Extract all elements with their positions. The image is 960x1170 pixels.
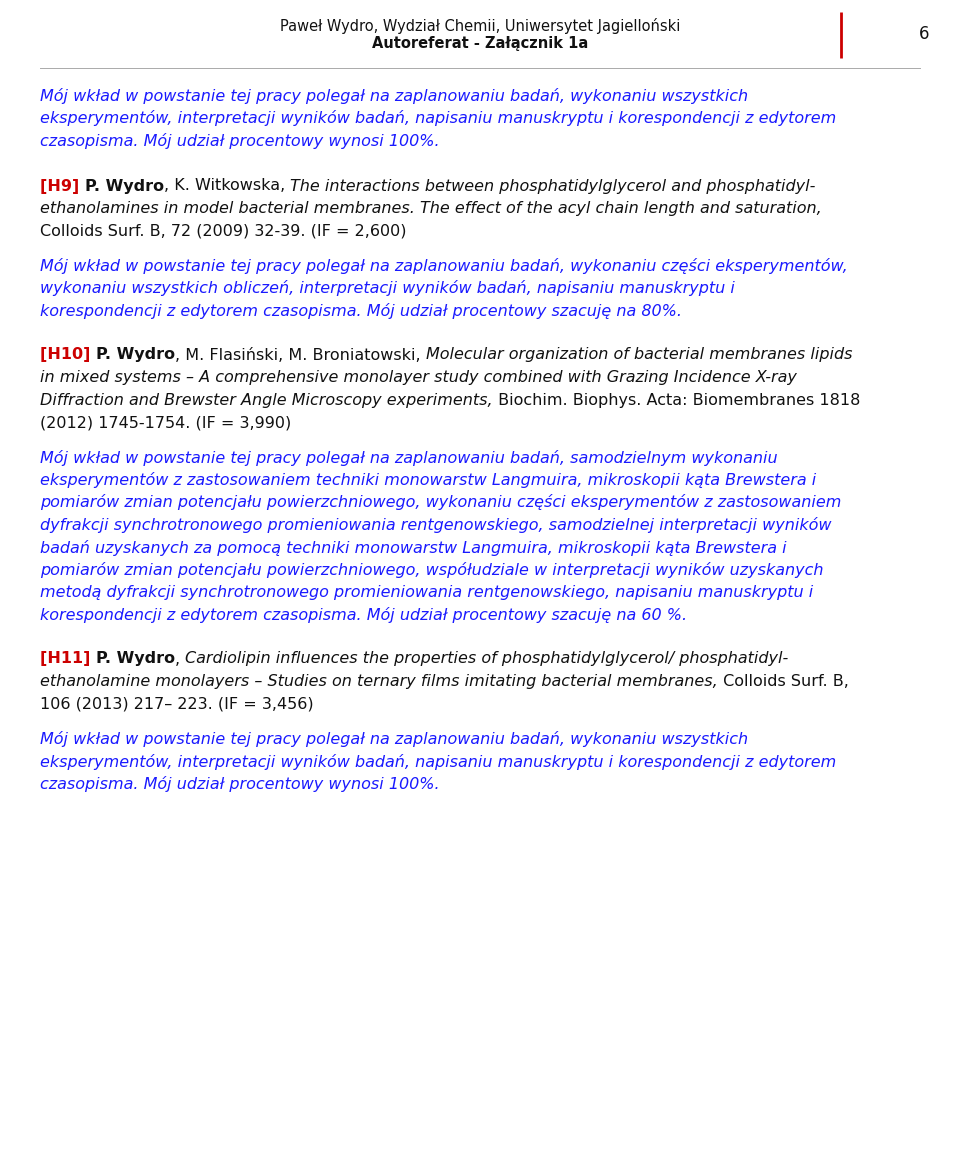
Text: 106 (2013) 217– 223. (IF = 3,456): 106 (2013) 217– 223. (IF = 3,456): [40, 696, 314, 711]
Text: korespondencji z edytorem czasopisma. Mój udział procentowy szacuję na 60 %.: korespondencji z edytorem czasopisma. Mó…: [40, 607, 687, 622]
Text: Diffraction and Brewster Angle Microscopy experiments,: Diffraction and Brewster Angle Microscop…: [40, 392, 492, 407]
Text: ethanolamine monolayers – Studies on ternary films imitating bacterial membranes: ethanolamine monolayers – Studies on ter…: [40, 674, 718, 689]
Text: (2012) 1745-1754. (IF = 3,990): (2012) 1745-1754. (IF = 3,990): [40, 415, 291, 431]
Text: in mixed systems – A comprehensive monolayer study combined with Grazing Inciden: in mixed systems – A comprehensive monol…: [40, 370, 797, 385]
Text: Mój wkład w powstanie tej pracy polegał na zaplanowaniu badań, wykonaniu wszystk: Mój wkład w powstanie tej pracy polegał …: [40, 88, 748, 104]
Text: Mój wkład w powstanie tej pracy polegał na zaplanowaniu badań, samodzielnym wyko: Mój wkład w powstanie tej pracy polegał …: [40, 449, 778, 466]
Text: eksperymentów z zastosowaniem techniki monowarstw Langmuira, mikroskopii kąta Br: eksperymentów z zastosowaniem techniki m…: [40, 472, 816, 488]
Text: eksperymentów, interpretacji wyników badań, napisaniu manuskryptu i korespondenc: eksperymentów, interpretacji wyników bad…: [40, 753, 836, 770]
Text: Autoreferat - Załącznik 1a: Autoreferat - Załącznik 1a: [372, 36, 588, 51]
Text: metodą dyfrakcji synchrotronowego promieniowania rentgenowskiego, napisaniu manu: metodą dyfrakcji synchrotronowego promie…: [40, 585, 813, 599]
Text: , M. Flasiński, M. Broniatowski,: , M. Flasiński, M. Broniatowski,: [175, 347, 426, 363]
Text: , K. Witkowska,: , K. Witkowska,: [164, 179, 290, 193]
Text: pomiarów zmian potencjału powierzchniowego, wykonaniu części eksperymentów z zas: pomiarów zmian potencjału powierzchniowe…: [40, 495, 841, 510]
Text: [H10]: [H10]: [40, 347, 96, 363]
Text: badań uzyskanych za pomocą techniki monowarstw Langmuira, mikroskopii kąta Brews: badań uzyskanych za pomocą techniki mono…: [40, 539, 786, 556]
Text: P. Wydro: P. Wydro: [96, 347, 175, 363]
Text: czasopisma. Mój udział procentowy wynosi 100%.: czasopisma. Mój udział procentowy wynosi…: [40, 776, 440, 792]
Text: Mój wkład w powstanie tej pracy polegał na zaplanowaniu badań, wykonaniu wszystk: Mój wkład w powstanie tej pracy polegał …: [40, 731, 748, 746]
Text: korespondencji z edytorem czasopisma. Mój udział procentowy szacuję na 80%.: korespondencji z edytorem czasopisma. Mó…: [40, 303, 682, 319]
Text: czasopisma. Mój udział procentowy wynosi 100%.: czasopisma. Mój udział procentowy wynosi…: [40, 133, 440, 149]
Text: P. Wydro: P. Wydro: [84, 179, 164, 193]
Text: dyfrakcji synchrotronowego promieniowania rentgenowskiego, samodzielnej interpre: dyfrakcji synchrotronowego promieniowani…: [40, 517, 831, 534]
Text: The interactions between phosphatidylglycerol and phosphatidyl-: The interactions between phosphatidylgly…: [290, 179, 816, 193]
Text: ,: ,: [175, 652, 185, 667]
Text: Colloids Surf. B,: Colloids Surf. B,: [718, 674, 849, 689]
Text: wykonaniu wszystkich obliczeń, interpretacji wyników badań, napisaniu manuskrypt: wykonaniu wszystkich obliczeń, interpret…: [40, 281, 734, 296]
Text: Biochim. Biophys. Acta: Biomembranes 1818: Biochim. Biophys. Acta: Biomembranes 181…: [492, 392, 860, 407]
Text: 6: 6: [920, 25, 929, 43]
Text: eksperymentów, interpretacji wyników badań, napisaniu manuskryptu i korespondenc: eksperymentów, interpretacji wyników bad…: [40, 110, 836, 126]
Text: [H9]: [H9]: [40, 179, 84, 193]
Text: Cardiolipin influences the properties of phosphatidylglycerol/ phosphatidyl-: Cardiolipin influences the properties of…: [185, 652, 788, 667]
Text: Molecular organization of bacterial membranes lipids: Molecular organization of bacterial memb…: [426, 347, 852, 363]
Text: Mój wkład w powstanie tej pracy polegał na zaplanowaniu badań, wykonaniu części : Mój wkład w powstanie tej pracy polegał …: [40, 259, 848, 274]
Text: ethanolamines in model bacterial membranes. The effect of the acyl chain length : ethanolamines in model bacterial membran…: [40, 201, 822, 216]
Text: Colloids Surf. B, 72 (2009) 32-39. (IF = 2,600): Colloids Surf. B, 72 (2009) 32-39. (IF =…: [40, 223, 406, 239]
Text: Paweł Wydro, Wydział Chemii, Uniwersytet Jagielloński: Paweł Wydro, Wydział Chemii, Uniwersytet…: [279, 18, 681, 34]
Text: pomiarów zmian potencjału powierzchniowego, współudziale w interpretacji wyników: pomiarów zmian potencjału powierzchniowe…: [40, 562, 824, 578]
Text: [H11]: [H11]: [40, 652, 96, 667]
Text: P. Wydro: P. Wydro: [96, 652, 175, 667]
